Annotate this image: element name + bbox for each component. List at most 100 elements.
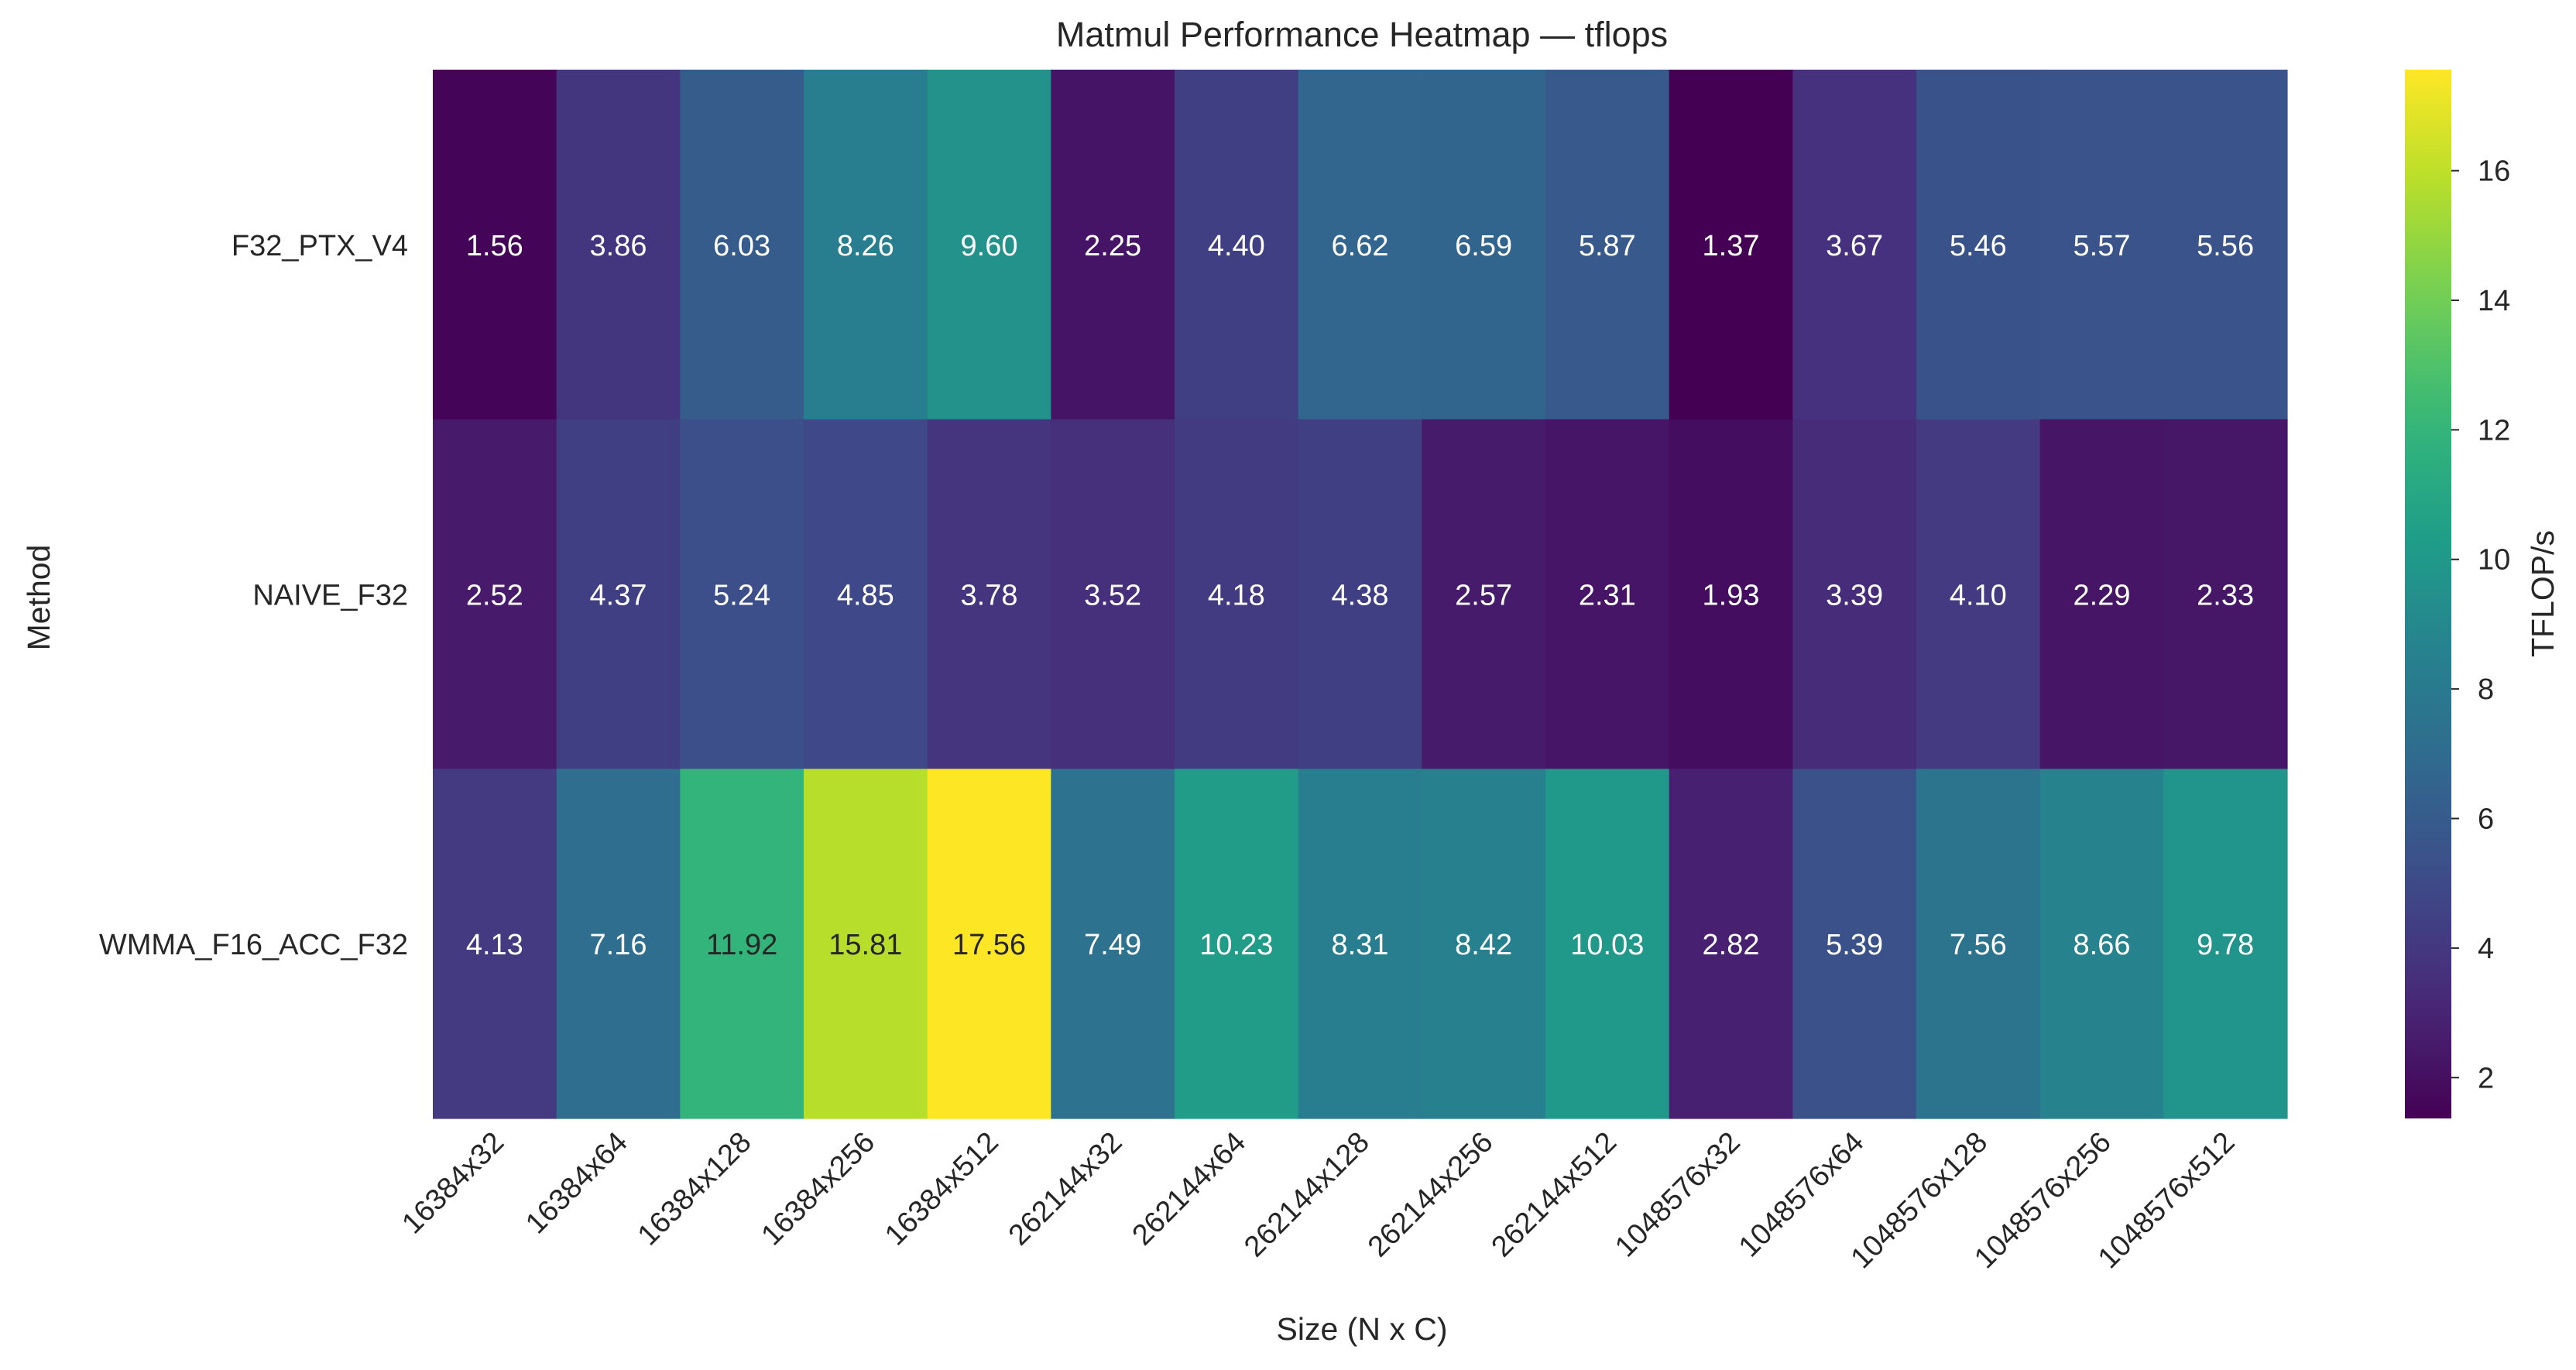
heatmap-cell: [1916, 769, 2041, 1119]
cell-value-label: 5.57: [2073, 230, 2131, 262]
cell-value-label: 4.38: [1332, 580, 1389, 612]
cell-value-label: 2.33: [2197, 580, 2254, 612]
cell-value-label: 5.46: [1950, 230, 2007, 262]
heatmap-cell: [1422, 70, 1546, 420]
cell-value-label: 2.31: [1579, 580, 1636, 612]
colorbar: [2405, 70, 2451, 1118]
heatmap-cell: [1916, 419, 2041, 769]
heatmap-cell: [1545, 769, 1670, 1119]
heatmap-cell: [927, 70, 1051, 420]
x-tick-label: 262144x32: [1003, 1126, 1129, 1252]
cell-value-label: 2.82: [1703, 929, 1760, 961]
x-tick-label: 262144x128: [1238, 1126, 1376, 1264]
cell-value-label: 1.56: [466, 230, 523, 262]
heatmap-cell: [2163, 70, 2288, 420]
cell-labels: 1.56 3.86 6.03 8.26 9.60 2.25 4.40 6.62 6.59 5.87…: [466, 230, 2254, 961]
heatmap-cell: [1792, 70, 1917, 420]
heatmap-cells: [433, 70, 2288, 1119]
heatmap-cell: [1175, 769, 1299, 1119]
cell-value-label: 5.24: [713, 580, 770, 612]
heatmap-cell: [1051, 419, 1175, 769]
cell-value-label: 8.66: [2073, 929, 2131, 961]
cell-value-label: 3.52: [1084, 580, 1141, 612]
heatmap-cell: [2163, 769, 2288, 1119]
colorbar-tick-label: 10: [2478, 544, 2510, 577]
heatmap-cell: [1669, 419, 1793, 769]
cell-value-label: 3.86: [590, 230, 647, 262]
colorbar-tick-label: 8: [2478, 673, 2494, 706]
heatmap-cell: [1051, 769, 1175, 1119]
cell-value-label: 9.78: [2197, 929, 2254, 961]
colorbar-tick-label: 12: [2478, 414, 2510, 447]
heatmap-cell: [680, 419, 804, 769]
cell-value-label: 7.56: [1950, 929, 2007, 961]
x-tick-label: 262144x256: [1362, 1126, 1500, 1264]
heatmap-cell: [1792, 419, 1917, 769]
heatmap-cell: [927, 769, 1051, 1119]
heatmap-cell: [1545, 419, 1670, 769]
y-tick-labels: F32_PTX_V4 NAIVE_F32 WMMA_F16_ACC_F32: [99, 230, 408, 961]
cell-value-label: 3.39: [1826, 580, 1883, 612]
heatmap-cell: [1669, 769, 1793, 1119]
x-tick-label: 16384x32: [396, 1126, 510, 1241]
heatmap-cell: [680, 70, 804, 420]
x-tick-label: 16384x64: [520, 1126, 634, 1241]
chart-title: Matmul Performance Heatmap — tflops: [1056, 15, 1668, 54]
cell-value-label: 4.40: [1208, 230, 1265, 262]
heatmap-cell: [2039, 70, 2164, 420]
heatmap-cell: [680, 769, 804, 1119]
y-axis-label: Method: [21, 545, 57, 651]
cell-value-label: 8.26: [837, 230, 894, 262]
cell-value-label: 4.13: [466, 929, 523, 961]
cell-value-label: 6.03: [713, 230, 770, 262]
cell-value-label: 4.18: [1208, 580, 1265, 612]
heatmap-cell: [1545, 70, 1670, 420]
colorbar-tick-label: 4: [2478, 933, 2494, 965]
y-tick-label: F32_PTX_V4: [232, 230, 408, 262]
cell-value-label: 6.59: [1455, 230, 1512, 262]
x-tick-labels: 16384x32 16384x6416384x12816384x25616384x…: [396, 1126, 2241, 1276]
x-tick-label: 16384x512: [879, 1126, 1005, 1252]
heatmap-cell: [2163, 419, 2288, 769]
cell-value-label: 1.93: [1703, 580, 1760, 612]
cell-value-label: 6.62: [1332, 230, 1389, 262]
x-tick-label: 1048576x64: [1733, 1126, 1871, 1264]
heatmap-cell: [2039, 769, 2164, 1119]
cell-value-label: 7.49: [1084, 929, 1141, 961]
x-tick-label: 262144x512: [1486, 1126, 1624, 1264]
cell-value-label: 17.56: [952, 929, 1026, 961]
colorbar-ticks: 2 4 6 8 10 12 14 16: [2451, 156, 2510, 1094]
cell-value-label: 11.92: [706, 929, 777, 961]
cell-value-label: 8.42: [1455, 929, 1512, 961]
heatmap-cell: [433, 70, 557, 420]
heatmap-cell: [1175, 419, 1299, 769]
y-tick-label: NAIVE_F32: [252, 580, 408, 612]
heatmap-cell: [1422, 419, 1546, 769]
cell-value-label: 2.52: [466, 580, 523, 612]
heatmap-cell: [1051, 70, 1175, 420]
heatmap-cell: [1298, 70, 1422, 420]
heatmap-cell: [1175, 70, 1299, 420]
y-tick-label: WMMA_F16_ACC_F32: [99, 929, 408, 961]
cell-value-label: 4.10: [1950, 580, 2007, 612]
cell-value-label: 8.31: [1332, 929, 1389, 961]
cell-value-label: 3.67: [1826, 230, 1883, 262]
heatmap-cell: [433, 769, 557, 1119]
colorbar-tick-label: 2: [2478, 1062, 2494, 1094]
heatmap-cell: [1422, 769, 1546, 1119]
colorbar-tick-label: 14: [2478, 285, 2510, 317]
cell-value-label: 15.81: [828, 929, 902, 961]
cell-value-label: 10.23: [1199, 929, 1273, 961]
cell-value-label: 2.29: [2073, 580, 2131, 612]
colorbar-label: TFLOP/s: [2525, 530, 2561, 657]
cell-value-label: 5.56: [2197, 230, 2254, 262]
cell-value-label: 5.87: [1579, 230, 1636, 262]
cell-value-label: 9.60: [961, 230, 1018, 262]
heatmap-cell: [804, 769, 928, 1119]
heatmap-cell: [804, 70, 928, 420]
cell-value-label: 1.37: [1703, 230, 1760, 262]
heatmap-cell: [927, 419, 1051, 769]
x-tick-label: 1048576x32: [1609, 1126, 1747, 1264]
heatmap-cell: [1916, 70, 2041, 420]
